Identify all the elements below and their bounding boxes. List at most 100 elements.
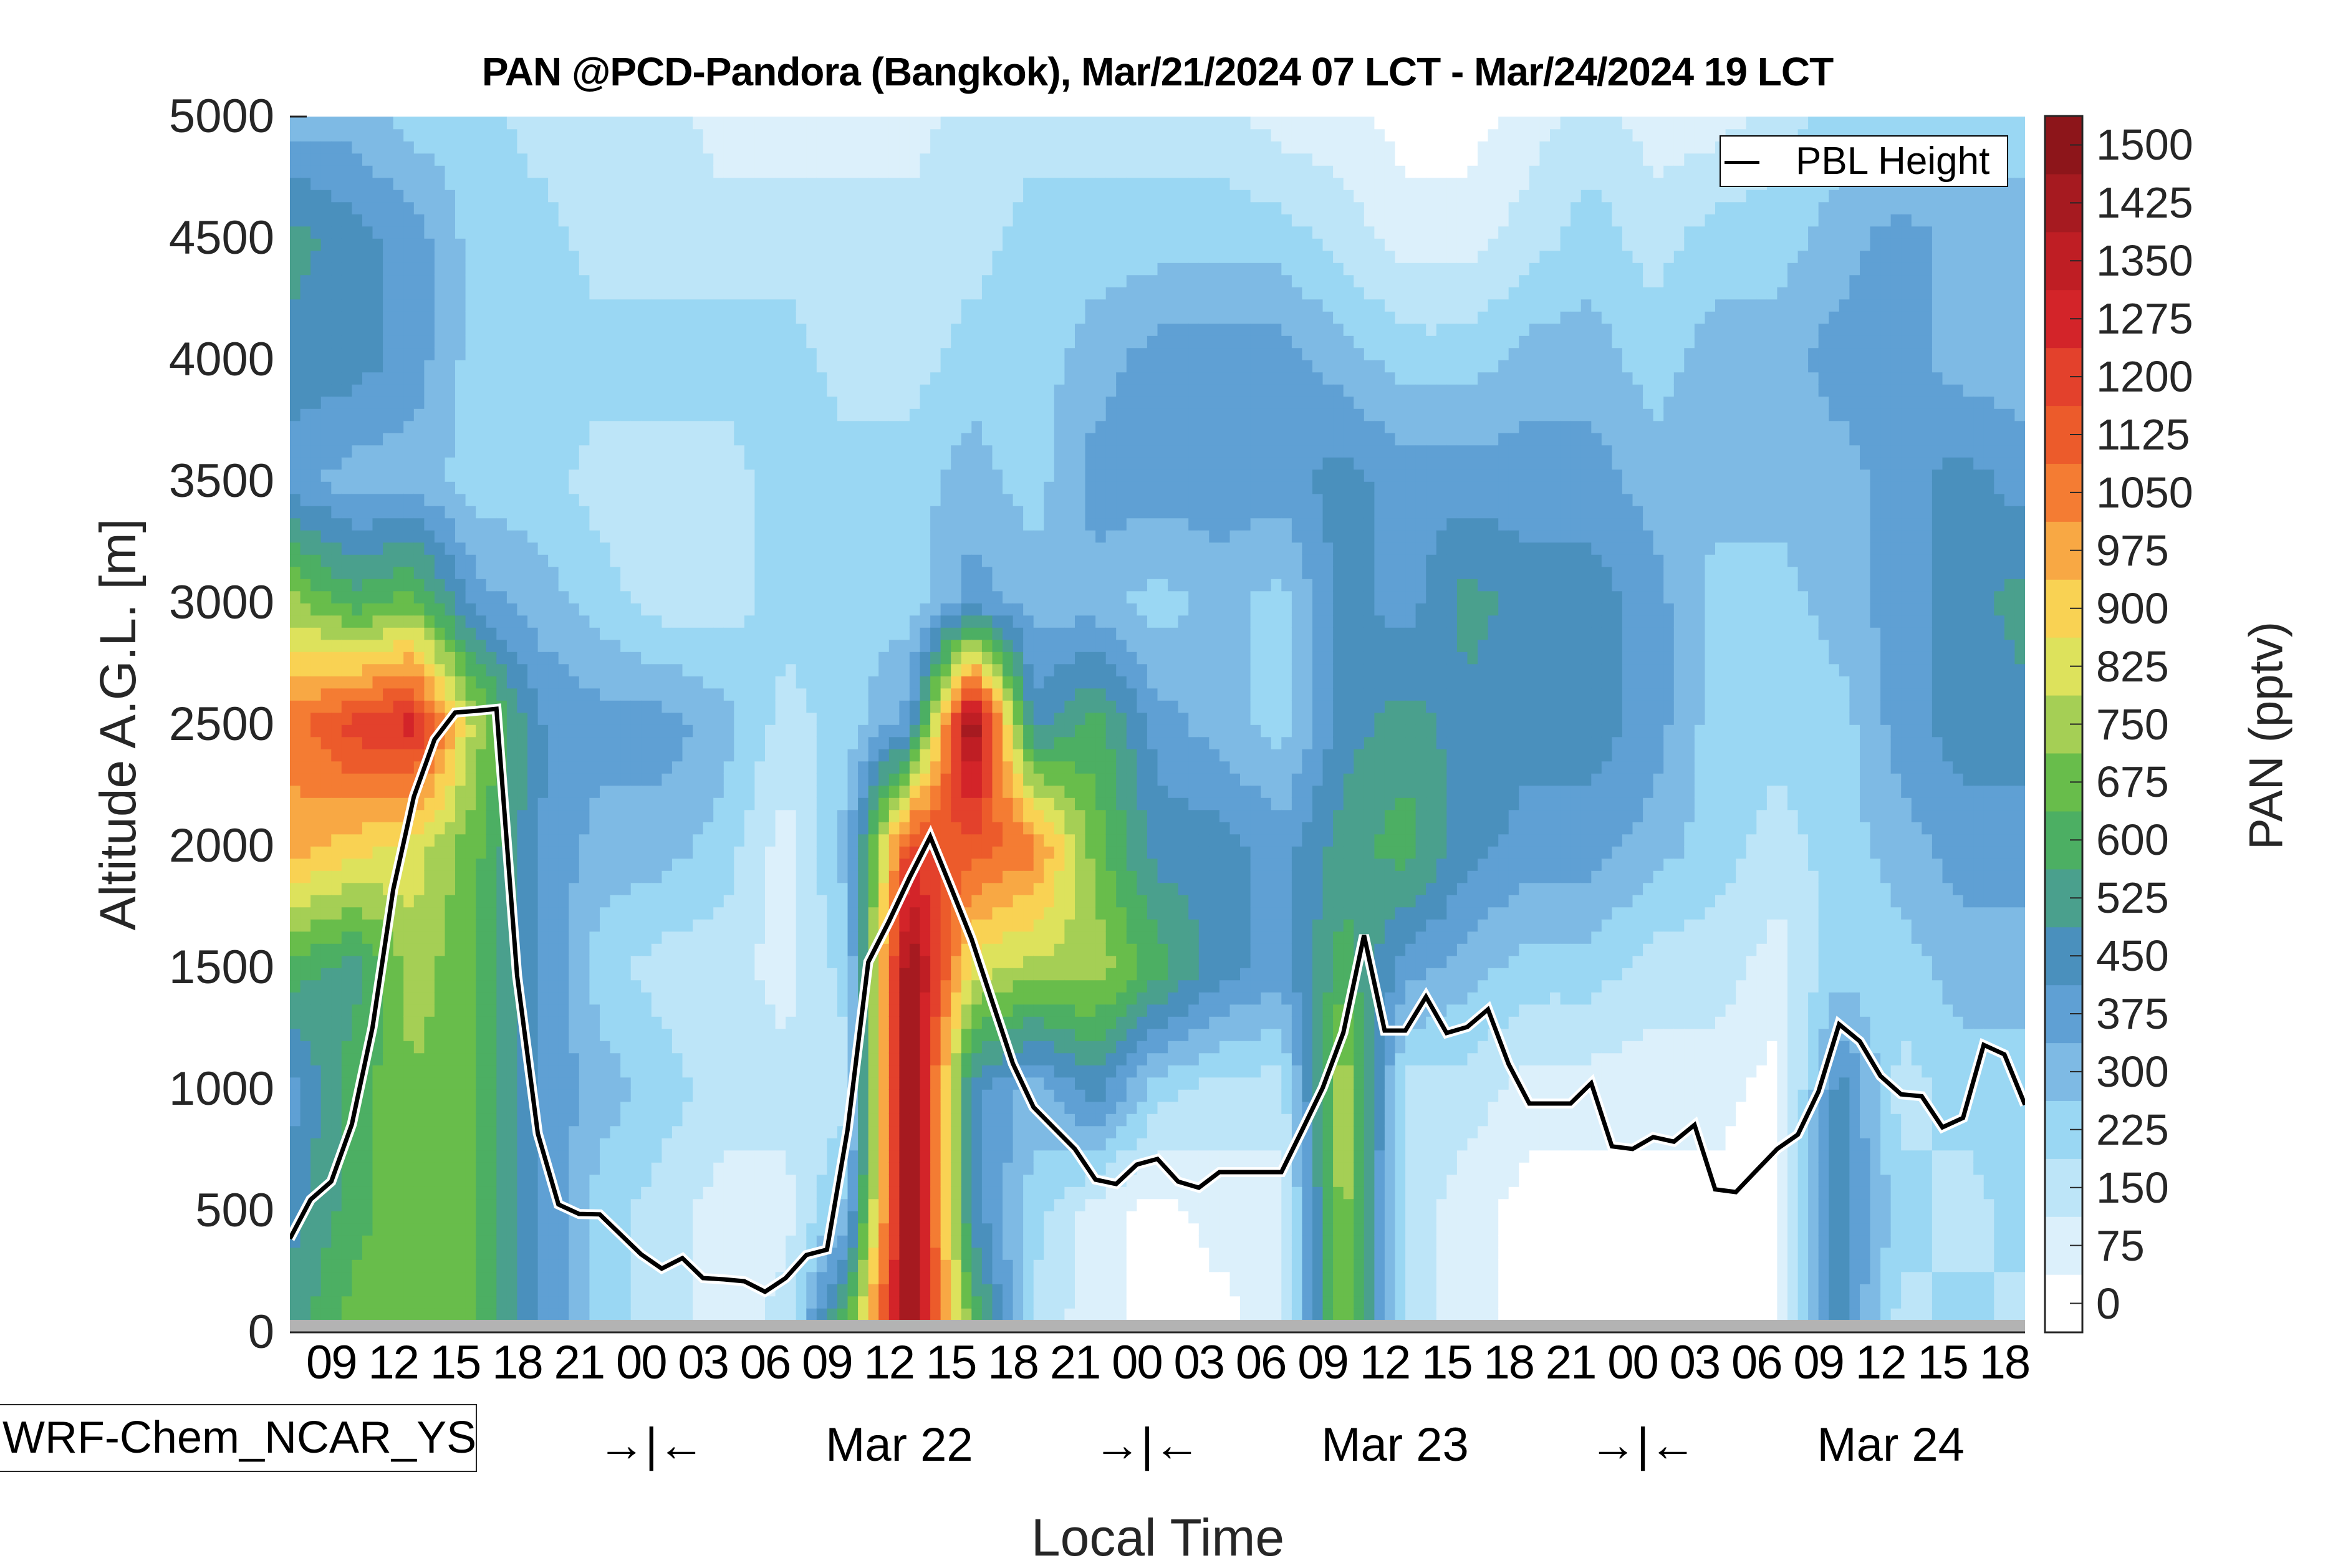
field-cell bbox=[393, 1113, 405, 1127]
field-cell bbox=[589, 420, 600, 433]
field-cell bbox=[455, 117, 466, 130]
field-cell bbox=[786, 1308, 797, 1321]
field-cell bbox=[455, 457, 466, 470]
field-cell bbox=[372, 433, 383, 446]
field-cell bbox=[620, 1162, 632, 1175]
field-cell bbox=[362, 1271, 373, 1284]
field-cell bbox=[754, 1247, 766, 1260]
field-cell bbox=[569, 931, 580, 944]
field-cell bbox=[362, 1198, 373, 1211]
field-cell bbox=[383, 384, 394, 397]
field-cell bbox=[754, 396, 766, 409]
field-cell bbox=[713, 1016, 724, 1029]
field-cell bbox=[496, 554, 508, 567]
field-cell bbox=[517, 822, 528, 835]
field-cell bbox=[506, 1052, 518, 1065]
field-cell bbox=[465, 639, 476, 652]
field-cell bbox=[486, 809, 498, 822]
field-cell bbox=[558, 1174, 570, 1187]
field-cell bbox=[403, 433, 415, 446]
field-cell bbox=[786, 1077, 797, 1090]
field-cell bbox=[661, 323, 673, 336]
field-cell bbox=[610, 408, 621, 421]
field-cell bbox=[537, 372, 549, 385]
field-cell bbox=[630, 724, 642, 738]
field-cell bbox=[537, 493, 549, 506]
field-cell bbox=[620, 1028, 632, 1041]
field-cell bbox=[537, 214, 549, 227]
field-cell bbox=[300, 1041, 311, 1054]
field-cell bbox=[661, 846, 673, 859]
field-cell bbox=[661, 968, 673, 981]
field-cell bbox=[362, 579, 373, 592]
field-cell bbox=[300, 311, 311, 324]
field-cell bbox=[476, 420, 487, 433]
field-cell bbox=[445, 809, 456, 822]
field-cell bbox=[641, 773, 652, 786]
field-cell bbox=[610, 979, 621, 993]
field-cell bbox=[734, 846, 745, 859]
field-cell bbox=[300, 372, 311, 385]
field-cell bbox=[589, 992, 600, 1005]
field-cell bbox=[486, 639, 498, 652]
field-cell bbox=[661, 1016, 673, 1029]
field-cell bbox=[744, 117, 756, 130]
field-cell bbox=[413, 433, 425, 446]
field-cell bbox=[641, 1004, 652, 1017]
field-cell bbox=[713, 1150, 724, 1163]
field-cell bbox=[413, 809, 425, 822]
field-cell bbox=[786, 554, 797, 567]
field-cell bbox=[796, 943, 807, 956]
field-cell bbox=[424, 1150, 435, 1163]
field-cell bbox=[527, 603, 539, 616]
field-cell bbox=[651, 1028, 663, 1041]
field-cell bbox=[610, 931, 621, 944]
field-cell bbox=[486, 1016, 498, 1029]
field-cell bbox=[744, 517, 756, 531]
field-cell bbox=[630, 287, 642, 300]
field-cell bbox=[537, 117, 549, 130]
field-cell bbox=[765, 1077, 776, 1090]
field-cell bbox=[786, 749, 797, 762]
field-cell bbox=[434, 907, 446, 920]
field-cell bbox=[424, 469, 435, 482]
field-cell bbox=[651, 1308, 663, 1321]
field-cell bbox=[455, 955, 466, 968]
field-cell bbox=[734, 870, 745, 883]
field-cell bbox=[445, 615, 456, 628]
field-cell bbox=[548, 785, 559, 798]
field-cell bbox=[383, 1211, 394, 1224]
field-cell bbox=[754, 979, 766, 993]
field-cell bbox=[393, 250, 405, 263]
field-cell bbox=[383, 420, 394, 433]
field-cell bbox=[703, 1174, 714, 1187]
field-cell bbox=[496, 1198, 508, 1211]
field-cell bbox=[465, 1065, 476, 1078]
field-cell bbox=[713, 907, 724, 920]
field-cell bbox=[455, 1065, 466, 1078]
field-cell bbox=[620, 834, 632, 847]
field-cell bbox=[403, 1113, 415, 1127]
field-cell bbox=[465, 299, 476, 312]
field-cell bbox=[693, 809, 704, 822]
field-cell bbox=[320, 590, 332, 604]
field-cell bbox=[775, 785, 786, 798]
field-cell bbox=[331, 992, 342, 1005]
field-cell bbox=[765, 153, 776, 166]
field-cell bbox=[703, 1125, 714, 1138]
field-cell bbox=[569, 517, 580, 531]
field-cell bbox=[290, 1004, 301, 1017]
field-cell bbox=[476, 262, 487, 276]
field-cell bbox=[579, 506, 590, 519]
field-cell bbox=[723, 724, 735, 738]
field-cell bbox=[589, 736, 600, 749]
field-cell bbox=[641, 201, 652, 214]
field-cell bbox=[300, 165, 311, 178]
field-cell bbox=[424, 554, 435, 567]
field-cell bbox=[630, 493, 642, 506]
field-cell bbox=[786, 603, 797, 616]
field-cell bbox=[589, 165, 600, 178]
field-cell bbox=[723, 457, 735, 470]
field-cell bbox=[445, 846, 456, 859]
field-cell bbox=[424, 214, 435, 227]
